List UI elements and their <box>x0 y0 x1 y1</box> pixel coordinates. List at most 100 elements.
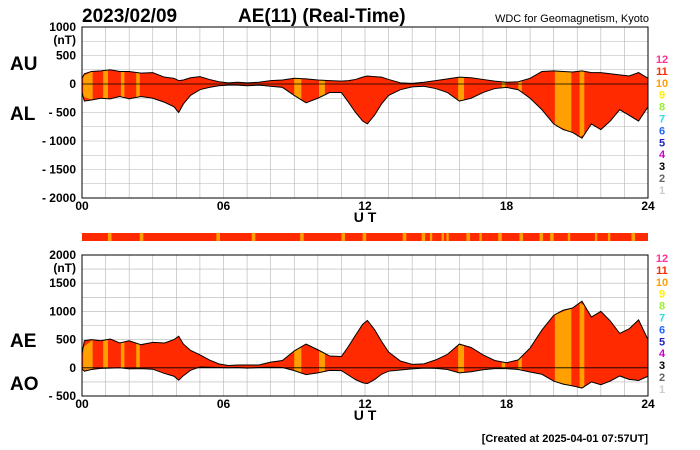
station-count-label: 1 <box>659 384 665 396</box>
lower-y-tick-label: 1000 <box>49 304 76 318</box>
status-bar-partial-segment <box>519 233 524 241</box>
lower-partial-segment <box>83 339 93 371</box>
status-bar-partial-segment <box>539 233 544 241</box>
status-bar-partial-segment <box>550 233 554 241</box>
station-count-label: 10 <box>656 277 668 289</box>
upper-x-tick-label: 24 <box>641 199 655 213</box>
station-count-label: 5 <box>659 336 665 348</box>
station-count-label: 4 <box>659 348 666 360</box>
station-count-label: 1 <box>659 185 665 197</box>
station-count-label: 11 <box>656 265 668 277</box>
station-count-label: 5 <box>659 137 665 149</box>
status-bar-partial-segment <box>441 233 445 241</box>
station-count-label: 4 <box>659 149 666 161</box>
upper-y-tick-label: - 1000 <box>42 134 76 148</box>
lower-y-tick-label: 1500 <box>49 276 76 290</box>
lower-y-axis-unit: (nT) <box>53 261 76 275</box>
status-bar-partial-segment <box>300 233 304 241</box>
upper-y-tick-label: - 2000 <box>42 191 76 205</box>
status-bar-partial-segment <box>107 233 112 241</box>
lower-x-tick-label: 06 <box>217 397 231 411</box>
status-bar-partial-segment <box>446 233 449 241</box>
station-count-label: 11 <box>656 66 668 78</box>
lower-y-tick-label: 2000 <box>49 248 76 262</box>
lower-partial-segment <box>579 302 585 388</box>
lower-partial-segment <box>294 346 302 373</box>
upper-x-tick-label: 00 <box>75 199 89 213</box>
lower-partial-segment <box>103 339 108 369</box>
station-count-label: 6 <box>659 125 665 137</box>
station-count-label: 12 <box>656 253 668 265</box>
status-bar-partial-segment <box>216 233 220 241</box>
status-bar-partial-segment <box>479 233 482 241</box>
upper-partial-segment <box>319 80 325 98</box>
series-label-ao: AO <box>10 374 39 395</box>
station-count-label: 8 <box>659 102 665 114</box>
chart-title: AE(11) (Real-Time) <box>238 6 406 27</box>
status-bar-partial-segment <box>341 233 345 241</box>
upper-x-tick-label: 12 <box>358 199 372 213</box>
lower-area <box>82 301 648 389</box>
upper-area <box>82 69 648 139</box>
status-bar-partial-segment <box>567 233 571 241</box>
station-count-label: 10 <box>656 78 668 90</box>
lower-partial-segment <box>120 341 125 369</box>
created-timestamp: [Created at 2025-04-01 07:57UT] <box>482 433 649 445</box>
lower-partial-segment <box>458 345 465 373</box>
upper-y-tick-label: - 500 <box>49 106 77 120</box>
station-count-label: 3 <box>659 161 665 173</box>
station-count-label: 3 <box>659 360 665 372</box>
series-label-ae: AE <box>10 331 36 352</box>
upper-au-line <box>81 69 649 84</box>
lower-x-tick-label: 12 <box>358 397 372 411</box>
upper-y-tick-label: 500 <box>56 49 76 63</box>
upper-x-tick-label: 06 <box>217 199 231 213</box>
lower-partial-segment <box>319 350 325 373</box>
lower-plot-frame <box>81 254 649 397</box>
upper-partial-segment <box>554 70 572 133</box>
upper-partial-segment <box>518 80 522 93</box>
status-bar-partial-segment <box>139 233 144 241</box>
status-bar-partial-segment <box>631 233 636 241</box>
data-status-bar <box>82 233 648 241</box>
upper-partial-segment <box>83 71 93 100</box>
station-count-label: 12 <box>656 54 668 66</box>
status-bar-partial-segment <box>607 233 611 241</box>
upper-x-axis-label: U T <box>354 209 377 225</box>
upper-al-line <box>81 84 649 139</box>
upper-y-tick-label: 1000 <box>49 20 76 34</box>
upper-partial-segment <box>579 71 585 137</box>
status-bar-partial-segment <box>402 233 407 241</box>
lower-x-tick-label: 18 <box>500 397 514 411</box>
upper-x-tick-label: 18 <box>500 199 514 213</box>
lower-partial-segment <box>501 361 506 369</box>
station-count-label: 7 <box>659 313 665 325</box>
station-count-label: 2 <box>659 372 665 384</box>
lower-y-tick-label: - 500 <box>49 389 77 403</box>
lower-x-axis-label: U T <box>354 407 377 423</box>
station-count-label: 8 <box>659 301 665 313</box>
upper-y-tick-label: - 1500 <box>42 163 76 177</box>
lower-x-tick-label: 24 <box>641 397 655 411</box>
status-bar-partial-segment <box>429 233 433 241</box>
chart-source: WDC for Geomagnetism, Kyoto <box>495 13 649 25</box>
lower-y-tick-label: 500 <box>56 333 76 347</box>
upper-y-axis-unit: (nT) <box>53 33 76 47</box>
upper-partial-segment <box>120 71 125 98</box>
upper-partial-segment <box>501 81 506 88</box>
status-bar-partial-segment <box>498 233 502 241</box>
station-count-label: 6 <box>659 324 665 336</box>
lower-partial-segment <box>554 308 572 386</box>
upper-plot-frame <box>81 26 649 199</box>
status-bar-partial-segment <box>362 233 367 241</box>
station-count-label: 7 <box>659 114 665 126</box>
status-bar-partial-segment <box>251 233 256 241</box>
lower-partial-segment <box>518 356 522 371</box>
lower-y-tick-label: 0 <box>69 361 76 375</box>
station-count-label: 9 <box>659 90 665 102</box>
upper-partial-segment <box>458 77 465 101</box>
lower-partial-segment <box>136 343 140 369</box>
